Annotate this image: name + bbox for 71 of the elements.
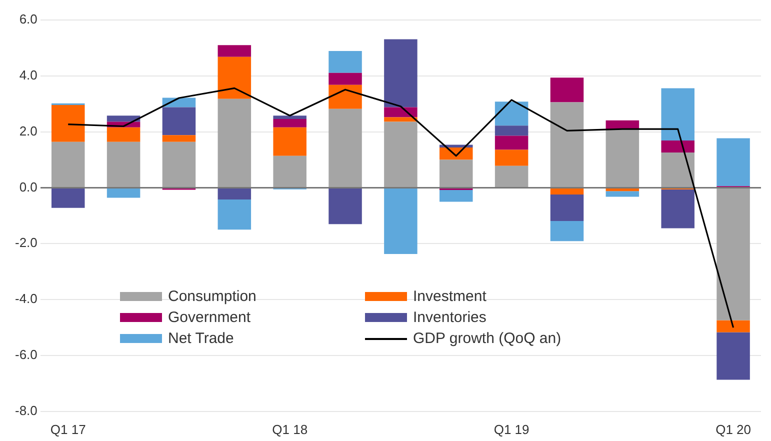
bar: [51, 104, 85, 142]
x-tick-label: Q1 17: [50, 422, 86, 437]
bar: [550, 102, 584, 187]
bar: [384, 117, 418, 122]
bar: [440, 160, 473, 187]
y-tick-label: 0.0: [19, 179, 38, 194]
bar: [106, 142, 140, 187]
bar: [273, 118, 306, 128]
bar: [716, 188, 750, 320]
bar: [384, 39, 418, 108]
bar: [106, 116, 140, 122]
bar: [273, 116, 306, 119]
legend-label: Net Trade: [168, 330, 234, 347]
bar: [328, 72, 362, 85]
legend-label: Consumption: [168, 288, 256, 305]
bar: [328, 84, 362, 109]
bar: [162, 142, 196, 187]
bar: [494, 166, 528, 187]
bar: [661, 88, 694, 140]
y-tick-label: 6.0: [19, 12, 38, 27]
bar: [494, 126, 528, 136]
bar: [328, 51, 362, 73]
bar: [550, 221, 584, 242]
bar: [494, 150, 528, 166]
bar: [661, 140, 694, 153]
bar: [440, 147, 473, 160]
bar: [494, 136, 528, 150]
bar: [716, 138, 750, 186]
legend-label: Government: [168, 309, 251, 326]
bar: [218, 45, 252, 57]
bar: [273, 127, 306, 156]
bar: [716, 332, 750, 380]
x-tick-label: Q1 18: [272, 422, 308, 437]
bar: [218, 56, 252, 99]
bar: [661, 189, 694, 228]
bar: [218, 98, 252, 187]
legend-label: GDP growth (QoQ an): [413, 330, 562, 347]
bar: [51, 142, 85, 187]
bar: [606, 191, 640, 197]
bar: [550, 194, 584, 222]
bar: [384, 188, 418, 254]
x-tick-label: Q1 19: [494, 422, 530, 437]
bar: [106, 188, 140, 198]
bar: [328, 188, 362, 224]
y-tick-label: -8.0: [14, 402, 38, 418]
bar: [218, 199, 252, 230]
bar: [661, 152, 694, 187]
bar: [606, 129, 640, 187]
y-tick-label: 4.0: [19, 67, 38, 82]
bar: [440, 190, 473, 202]
legend-label: Investment: [413, 288, 486, 305]
y-tick-label: -4.0: [14, 291, 38, 306]
bar: [550, 78, 584, 102]
bar: [162, 135, 196, 142]
y-tick-label: 2.0: [19, 123, 38, 138]
bar: [328, 108, 362, 187]
bar: [384, 107, 418, 118]
y-tick-label: -6.0: [14, 347, 38, 362]
bar: [384, 122, 418, 187]
bar: [494, 102, 528, 126]
bar: [162, 107, 196, 136]
bar: [51, 188, 85, 208]
legend-label: Inventories: [413, 309, 486, 326]
bar: [550, 188, 584, 194]
x-tick-label: Q1 20: [716, 422, 751, 437]
bar: [606, 188, 640, 192]
y-tick-label: -2.0: [14, 235, 38, 250]
bar: [106, 127, 140, 142]
bar: [218, 188, 252, 200]
bar: [716, 320, 750, 332]
bar: [273, 156, 306, 187]
